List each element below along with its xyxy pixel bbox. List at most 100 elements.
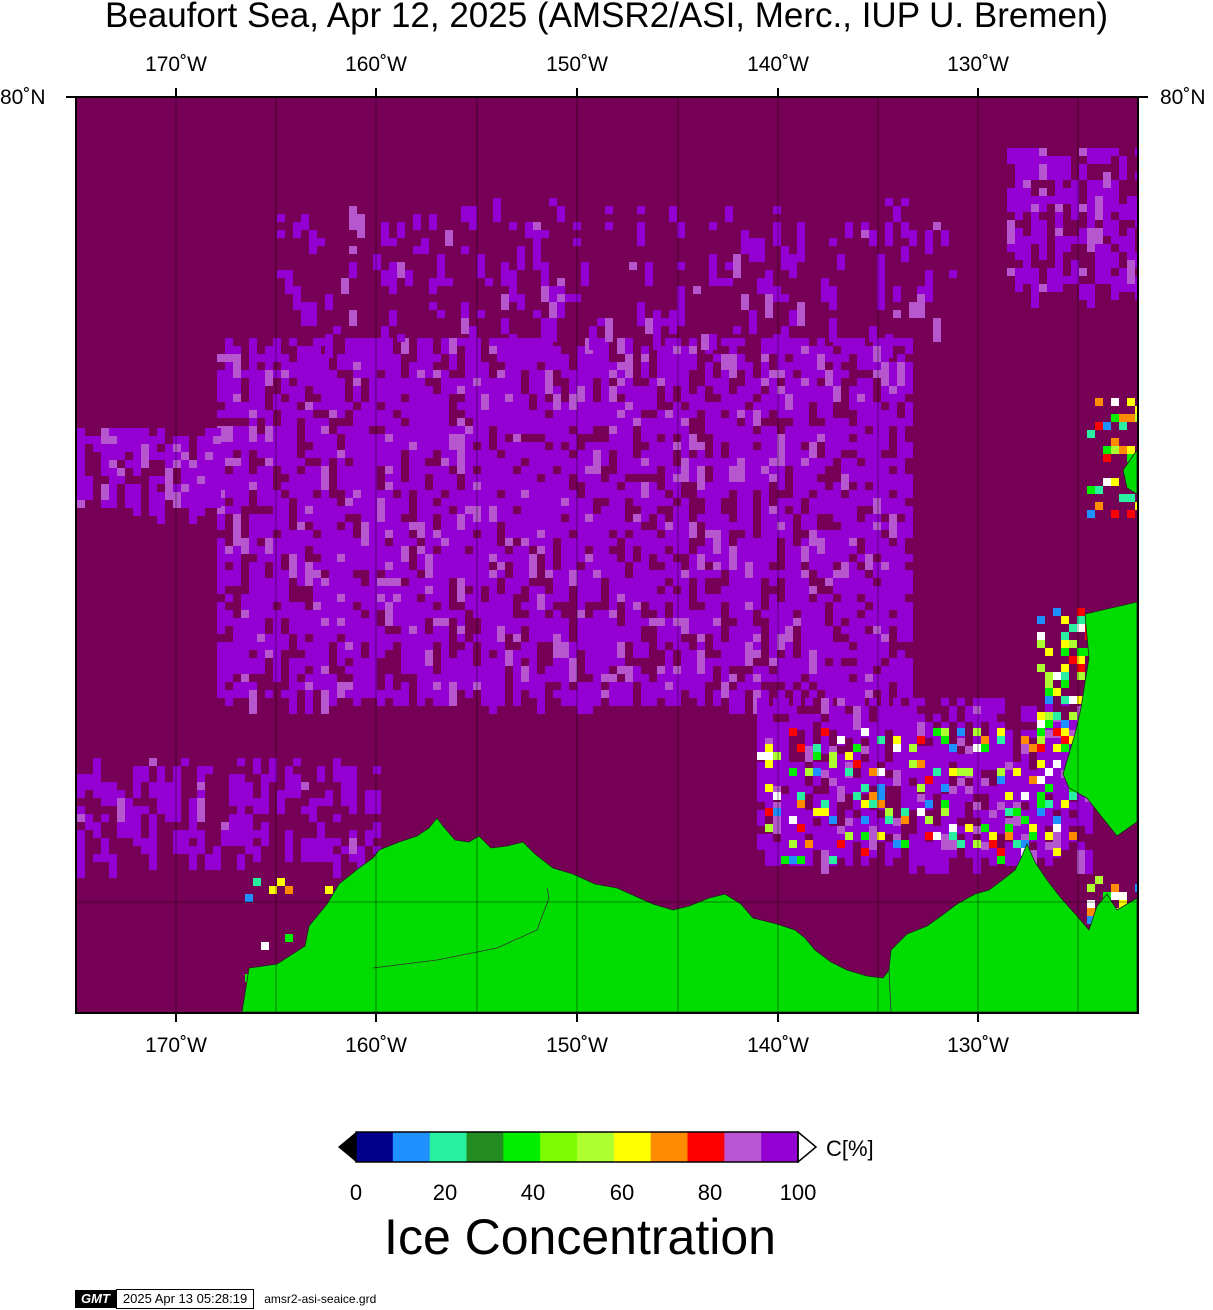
ice-pixel — [529, 634, 537, 642]
ice-pixel — [289, 682, 297, 690]
colorbar-segment — [540, 1132, 578, 1162]
ice-pixel — [705, 498, 713, 522]
ice-pixel — [585, 642, 593, 666]
ice-pixel — [325, 790, 333, 806]
ice-pixel — [865, 490, 873, 498]
ice-pixel — [369, 506, 377, 530]
ice-pixel — [433, 554, 441, 578]
ice-pixel — [233, 570, 241, 578]
ice-pixel — [257, 602, 265, 610]
ice-pixel — [1021, 778, 1029, 802]
ice-pixel — [865, 450, 873, 474]
ice-pixel — [373, 766, 381, 774]
ice-pixel — [689, 474, 697, 482]
ice-pixel — [721, 546, 729, 570]
ice-pixel — [249, 642, 257, 650]
colorbar-segment — [650, 1132, 688, 1162]
ice-pixel — [769, 602, 777, 626]
mid-concentration-pixel — [269, 886, 277, 894]
ice-pixel — [713, 690, 721, 706]
ice-pixel — [649, 578, 657, 602]
ice-pixel — [553, 418, 561, 442]
mid-concentration-pixel — [1111, 438, 1119, 446]
mid-concentration-pixel — [1069, 696, 1077, 704]
ice-pixel — [673, 346, 681, 354]
ice-pixel — [933, 318, 941, 342]
ice-pixel — [261, 822, 269, 838]
ice-pixel — [369, 578, 377, 586]
mid-concentration-pixel — [965, 824, 973, 832]
ice-pixel — [329, 570, 337, 586]
ice-pixel — [897, 602, 905, 618]
ice-pixel — [1135, 148, 1137, 156]
ice-pixel — [425, 634, 433, 642]
ice-pixel — [1063, 244, 1071, 252]
ice-pixel — [893, 286, 901, 302]
ice-pixel — [521, 490, 529, 498]
mid-concentration-pixel — [789, 856, 797, 864]
ice-pixel — [809, 346, 817, 370]
ice-pixel — [601, 610, 609, 618]
ice-pixel — [197, 492, 205, 516]
ice-pixel — [481, 474, 489, 482]
ice-pixel — [1021, 818, 1029, 842]
mid-concentration-pixel — [1111, 446, 1119, 454]
mid-concentration-pixel — [1037, 712, 1045, 720]
ice-pixel — [313, 338, 321, 354]
ice-pixel — [797, 714, 805, 722]
mid-concentration-pixel — [813, 808, 821, 816]
ice-pixel — [409, 570, 417, 578]
ice-pixel — [1007, 244, 1015, 252]
ice-pixel — [981, 706, 989, 714]
ice-pixel — [641, 370, 649, 378]
ice-pixel — [793, 666, 801, 682]
ice-pixel — [433, 370, 441, 378]
ice-pixel — [569, 650, 577, 658]
mid-concentration-pixel — [957, 840, 965, 848]
ice-pixel — [1037, 746, 1045, 762]
ice-pixel — [889, 474, 897, 490]
ice-pixel — [1135, 172, 1137, 180]
ice-pixel — [765, 270, 773, 286]
mid-concentration-pixel — [965, 768, 973, 776]
ice-pixel — [793, 466, 801, 474]
mid-concentration-pixel — [1061, 744, 1069, 752]
ice-pixel — [317, 830, 325, 854]
ice-pixel — [849, 426, 857, 434]
ice-pixel — [761, 426, 769, 450]
mid-concentration-pixel — [1037, 800, 1045, 808]
ice-pixel — [809, 546, 817, 570]
ice-pixel — [761, 362, 769, 386]
ice-pixel — [833, 546, 841, 562]
ice-pixel — [817, 426, 825, 434]
ice-pixel — [409, 418, 417, 434]
mid-concentration-pixel — [933, 832, 941, 840]
ice-pixel — [217, 354, 225, 362]
ice-pixel — [77, 806, 85, 814]
mid-concentration-pixel — [1095, 502, 1103, 510]
ice-pixel — [249, 426, 257, 450]
ice-pixel — [241, 658, 249, 666]
ice-pixel — [1127, 204, 1135, 220]
colorbar — [338, 1130, 818, 1164]
ice-pixel — [849, 562, 857, 570]
ice-pixel — [349, 206, 357, 230]
ice-pixel — [273, 450, 281, 466]
ice-pixel — [1039, 220, 1047, 228]
ice-pixel — [1127, 236, 1135, 260]
ice-pixel — [733, 254, 741, 278]
ice-pixel — [785, 378, 793, 402]
ice-pixel — [841, 626, 849, 634]
mid-concentration-pixel — [877, 800, 885, 808]
ice-pixel — [481, 666, 489, 690]
ice-pixel — [489, 346, 497, 354]
ice-pixel — [225, 610, 233, 626]
ice-pixel — [389, 310, 397, 326]
ice-pixel — [497, 498, 505, 522]
ice-pixel — [881, 642, 889, 650]
ice-pixel — [797, 810, 805, 834]
ice-pixel — [149, 758, 157, 766]
mid-concentration-pixel — [1045, 680, 1053, 688]
ice-pixel — [897, 658, 905, 682]
ice-pixel — [785, 338, 793, 354]
